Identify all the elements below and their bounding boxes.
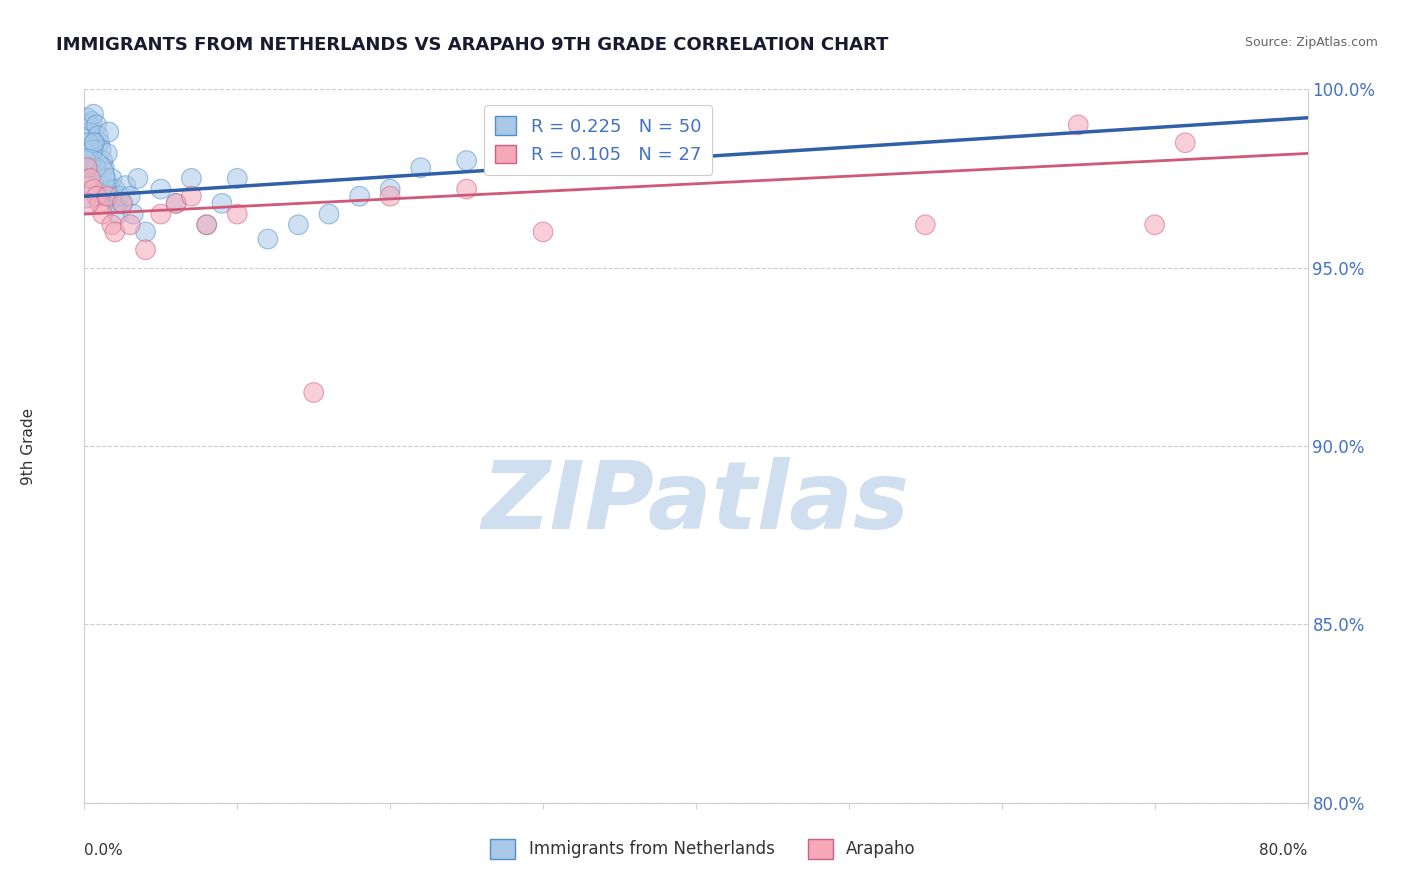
- Point: [79, 125, 101, 139]
- Point: [79, 171, 101, 186]
- Point: [84, 161, 107, 175]
- Point: [89, 196, 111, 211]
- Point: [409, 161, 432, 175]
- Point: [91, 153, 114, 168]
- Point: [111, 196, 134, 211]
- Text: 80.0%: 80.0%: [1260, 843, 1308, 858]
- Point: [91, 207, 114, 221]
- Point: [89, 136, 111, 150]
- Point: [98, 182, 121, 196]
- Point: [90, 143, 112, 157]
- Text: IMMIGRANTS FROM NETHERLANDS VS ARAPAHO 9TH GRADE CORRELATION CHART: IMMIGRANTS FROM NETHERLANDS VS ARAPAHO 9…: [56, 36, 889, 54]
- Point: [104, 182, 127, 196]
- Point: [149, 207, 172, 221]
- Point: [180, 189, 202, 203]
- Point: [114, 178, 136, 193]
- Point: [122, 207, 145, 221]
- Point: [135, 243, 157, 257]
- Point: [77, 196, 100, 211]
- Point: [127, 171, 149, 186]
- Point: [80, 161, 103, 175]
- Point: [380, 182, 402, 196]
- Point: [180, 171, 202, 186]
- Point: [96, 189, 118, 203]
- Point: [456, 153, 478, 168]
- Point: [79, 153, 101, 168]
- Point: [456, 182, 478, 196]
- Point: [82, 143, 104, 157]
- Point: [86, 189, 108, 203]
- Point: [211, 196, 233, 211]
- Point: [76, 146, 98, 161]
- Point: [84, 136, 107, 150]
- Point: [135, 225, 157, 239]
- Point: [287, 218, 309, 232]
- Point: [380, 189, 402, 203]
- Point: [165, 196, 187, 211]
- Text: Source: ZipAtlas.com: Source: ZipAtlas.com: [1244, 36, 1378, 49]
- Point: [101, 171, 124, 186]
- Point: [77, 118, 100, 132]
- Point: [94, 171, 117, 186]
- Point: [76, 111, 98, 125]
- Point: [195, 218, 218, 232]
- Text: 0.0%: 0.0%: [84, 843, 124, 858]
- Point: [87, 128, 110, 143]
- Point: [195, 218, 218, 232]
- Text: ZIPatlas: ZIPatlas: [482, 457, 910, 549]
- Point: [120, 189, 142, 203]
- Point: [257, 232, 280, 246]
- Point: [226, 207, 249, 221]
- Point: [75, 153, 97, 168]
- Point: [111, 196, 134, 211]
- Point: [97, 125, 120, 139]
- Point: [83, 136, 105, 150]
- Point: [1174, 136, 1197, 150]
- Point: [80, 114, 103, 128]
- Point: [107, 207, 129, 221]
- Point: [105, 196, 128, 211]
- Legend: R = 0.225   N = 50, R = 0.105   N = 27: R = 0.225 N = 50, R = 0.105 N = 27: [484, 105, 713, 175]
- Point: [914, 218, 936, 232]
- Point: [349, 189, 371, 203]
- Point: [76, 161, 98, 175]
- Point: [83, 182, 105, 196]
- Point: [86, 118, 108, 132]
- Point: [104, 225, 127, 239]
- Point: [149, 182, 172, 196]
- Point: [101, 218, 124, 232]
- Point: [108, 189, 131, 203]
- Point: [77, 136, 100, 150]
- Point: [531, 225, 554, 239]
- Point: [83, 107, 105, 121]
- Point: [302, 385, 325, 400]
- Point: [1143, 218, 1166, 232]
- Legend: Immigrants from Netherlands, Arapaho: Immigrants from Netherlands, Arapaho: [484, 832, 922, 866]
- Point: [685, 111, 707, 125]
- Point: [75, 171, 97, 186]
- Point: [226, 171, 249, 186]
- Point: [1067, 118, 1090, 132]
- Point: [93, 161, 115, 175]
- Point: [120, 218, 142, 232]
- Point: [165, 196, 187, 211]
- Point: [318, 207, 340, 221]
- Point: [96, 146, 118, 161]
- Point: [103, 189, 125, 203]
- Text: 9th Grade: 9th Grade: [21, 408, 35, 484]
